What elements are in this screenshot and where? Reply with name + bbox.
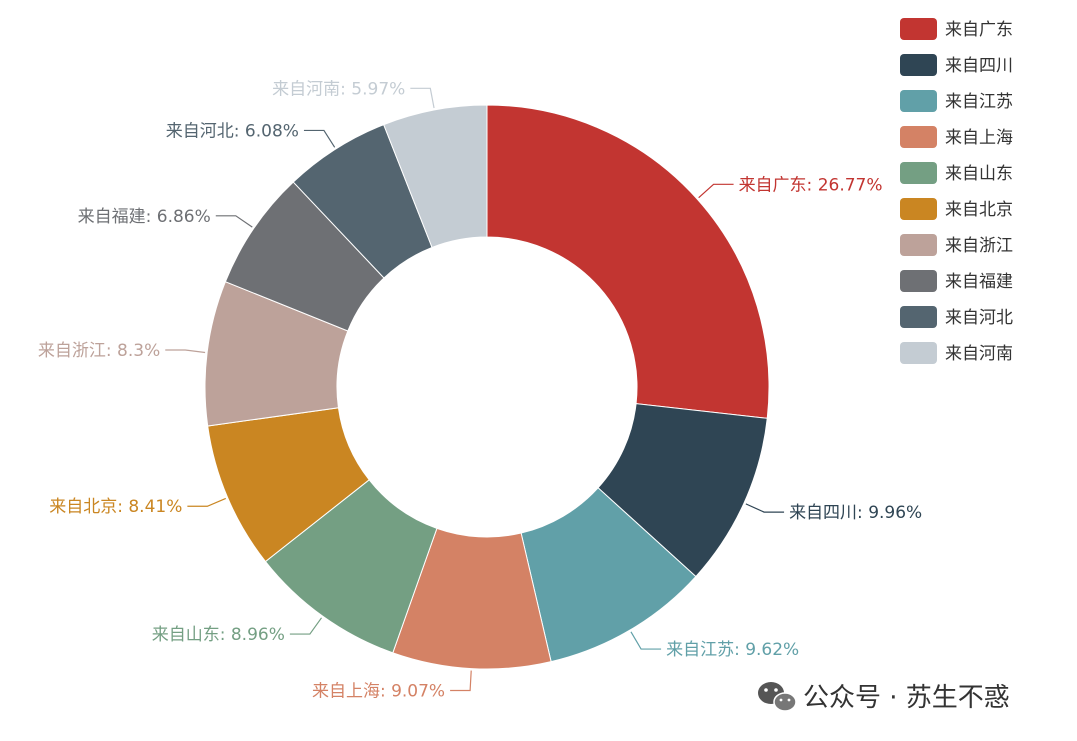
legend-label-9[interactable]: 来自河北: [945, 308, 1013, 328]
data-label-2: 来自四川: 9.96%: [789, 503, 922, 523]
legend-swatch-6[interactable]: [900, 198, 937, 220]
legend-swatch-3[interactable]: [900, 90, 937, 112]
data-label-9: 来自河北: 6.08%: [166, 121, 299, 141]
leader-line-5: [289, 617, 323, 635]
data-label-1: 来自广东: 26.77%: [739, 175, 883, 195]
leader-line-10: [410, 87, 435, 109]
data-label-6: 来自北京: 8.41%: [49, 497, 182, 517]
leader-line-8: [215, 215, 253, 228]
legend-swatch-5[interactable]: [900, 162, 937, 184]
data-label-3: 来自江苏: 9.62%: [666, 640, 799, 660]
watermark-text: 公众号 · 苏生不惑: [803, 683, 1010, 713]
legend-swatch-10[interactable]: [900, 342, 937, 364]
legend-label-8[interactable]: 来自福建: [945, 272, 1013, 292]
leader-line-6: [187, 497, 226, 507]
legend-label-6[interactable]: 来自北京: [945, 200, 1013, 220]
pie-slice-1[interactable]: [486, 104, 770, 419]
legend-swatch-9[interactable]: [900, 306, 937, 328]
pie-slice-10[interactable]: [383, 104, 488, 249]
leader-line-1: [698, 183, 734, 199]
legend-label-2[interactable]: 来自四川: [945, 56, 1013, 76]
legend-label-4[interactable]: 来自上海: [945, 128, 1013, 148]
wechat-icon: [758, 682, 797, 712]
legend-label-3[interactable]: 来自江苏: [945, 92, 1013, 112]
legend-swatch-8[interactable]: [900, 270, 937, 292]
data-label-4: 来自上海: 9.07%: [312, 682, 445, 702]
legend-swatch-4[interactable]: [900, 126, 937, 148]
legend-label-10[interactable]: 来自河南: [945, 344, 1013, 364]
data-label-10: 来自河南: 5.97%: [272, 79, 405, 99]
legend-label-1[interactable]: 来自广东: [945, 20, 1013, 40]
label-leader-lines: [165, 87, 785, 692]
data-labels: 来自广东: 26.77% 来自四川: 9.96% 来自江苏: 9.62% 来自上海: …: [38, 79, 922, 701]
data-label-5: 来自山东: 8.96%: [152, 625, 285, 645]
leader-line-9: [303, 129, 336, 148]
leader-line-2: [745, 503, 785, 513]
leader-line-4: [450, 670, 472, 692]
legend-swatch-7[interactable]: [900, 234, 937, 256]
legend-swatch-2[interactable]: [900, 54, 937, 76]
leader-line-7: [165, 349, 206, 354]
data-label-7: 来自浙江: 8.3%: [38, 341, 160, 361]
donut-slices: [204, 104, 770, 670]
legend-label-5[interactable]: 来自山东: [945, 164, 1013, 184]
data-label-8: 来自福建: 6.86%: [78, 207, 211, 227]
leader-line-3: [630, 631, 662, 650]
legend-label-7[interactable]: 来自浙江: [945, 236, 1013, 256]
watermark: 公众号 · 苏生不惑: [758, 682, 1010, 713]
legend-swatch-1[interactable]: [900, 18, 937, 40]
